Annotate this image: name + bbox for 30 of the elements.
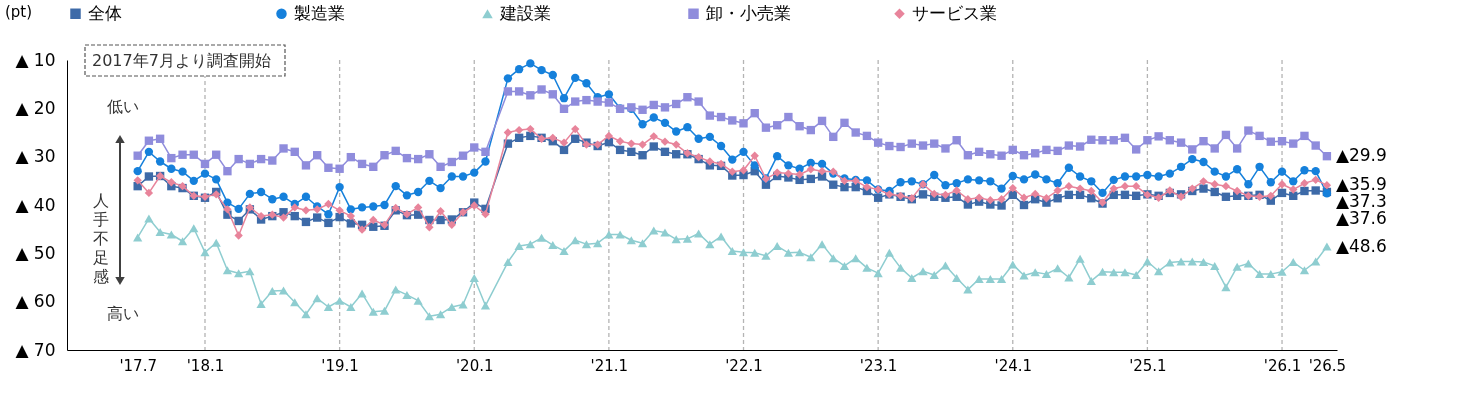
y-tick-label: ▲ 10 (15, 49, 56, 70)
legend-label: 製造業 (294, 2, 345, 23)
y-tick-label: ▲ 50 (15, 242, 56, 263)
y-tick-label: ▲ 70 (15, 339, 56, 360)
x-tick-label: '19.1 (321, 356, 359, 375)
x-tick-label: '26.1 (1263, 356, 1302, 375)
annotation: 2017年7月より調査開始 (92, 51, 271, 70)
data-label: ▲29.9 (1335, 145, 1387, 166)
y-tick-label: ▲ 30 (15, 146, 56, 167)
x-tick-label: '25.1 (1129, 356, 1167, 375)
x-tick-label: '18.1 (186, 356, 225, 375)
y-tick-label: ▲ 20 (15, 97, 56, 118)
text: 人手不足感 (93, 191, 109, 286)
annotation: 高い (107, 304, 139, 323)
y-axis-title: (pt) (5, 3, 33, 21)
legend-label: 建設業 (499, 2, 551, 23)
x-tick-label: '22.1 (725, 356, 763, 375)
annotation: 低い (107, 97, 139, 116)
x-tick-label: '17.7 (119, 356, 157, 375)
x-tick-label: '20.1 (455, 356, 494, 375)
x-tick-label: '23.1 (859, 356, 898, 375)
data-label: ▲48.6 (1335, 235, 1387, 256)
legend-label: 卸・小売業 (706, 2, 791, 23)
y-tick-label: ▲ 60 (15, 291, 56, 312)
x-tick-label: '24.1 (994, 356, 1033, 375)
y-tick-label: ▲ 40 (15, 194, 56, 215)
legend-label: サービス業 (912, 2, 997, 23)
x-tick-label: '26.5 (1308, 356, 1347, 375)
legend-label: 全体 (88, 2, 122, 23)
x-tick-label: '21.1 (590, 356, 629, 375)
